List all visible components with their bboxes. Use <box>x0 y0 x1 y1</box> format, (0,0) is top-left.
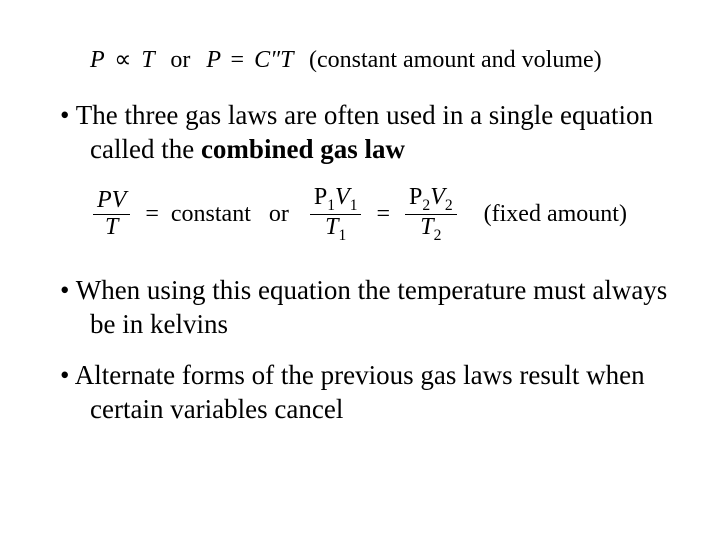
note-fixed-amount: (fixed amount) <box>484 201 627 228</box>
const-c: C″ <box>254 47 280 73</box>
numerator-p1v1: P1V1 <box>310 185 362 215</box>
symbol-equals: = <box>231 47 245 73</box>
word-or: or <box>170 47 190 73</box>
p1-p: P <box>314 184 327 210</box>
var-p: P <box>90 47 104 73</box>
p2-p: P <box>409 184 422 210</box>
denominator-t1: T1 <box>310 215 362 244</box>
v1-sub: 1 <box>350 196 358 213</box>
fraction-p1v1-t1: P1V1 T1 <box>310 185 362 244</box>
symbol-equals-3: = <box>376 201 390 228</box>
v2-sub: 2 <box>445 196 453 213</box>
slide: P ∝ T or P = C″T (constant amount and vo… <box>0 0 720 540</box>
v2-v: V <box>430 184 445 210</box>
t2-t: T <box>420 214 433 240</box>
bullet-alternate-forms: Alternate forms of the previous gas laws… <box>60 359 680 427</box>
numerator-p2v2: P2V2 <box>405 185 457 215</box>
word-or-2: or <box>269 201 289 228</box>
symbol-equals-2: = <box>145 201 159 228</box>
fraction-pv-t: PV T <box>93 188 130 239</box>
bullet-kelvins: When using this equation the temperature… <box>60 274 680 342</box>
numerator-pv: PV <box>93 188 130 214</box>
word-constant: constant <box>171 201 251 228</box>
t1-t: T <box>325 214 338 240</box>
bullet-combined-law: The three gas laws are often used in a s… <box>60 99 680 167</box>
bullet1-text-b: combined gas law <box>201 134 405 164</box>
v1-v: V <box>335 184 350 210</box>
equation-proportionality: P ∝ T or P = C″T (constant amount and vo… <box>90 45 680 74</box>
fraction-p2v2-t2: P2V2 T2 <box>405 185 457 244</box>
t1-sub: 1 <box>338 226 346 243</box>
var-t2: T <box>280 47 293 73</box>
var-p2: P <box>206 47 220 73</box>
symbol-proportional: ∝ <box>114 47 131 73</box>
bullet3-text: Alternate forms of the previous gas laws… <box>75 360 645 424</box>
denominator-t2: T2 <box>405 215 457 244</box>
denominator-t: T <box>93 215 130 240</box>
var-t: T <box>141 47 154 73</box>
p1-sub: 1 <box>327 196 335 213</box>
t2-sub: 2 <box>434 226 442 243</box>
bullet2-text: When using this equation the temperature… <box>76 275 668 339</box>
equation-combined-gas-law: PV T = constant or P1V1 T1 = P2V2 T2 (fi… <box>90 185 680 244</box>
note-constant: (constant amount and volume) <box>309 47 602 73</box>
